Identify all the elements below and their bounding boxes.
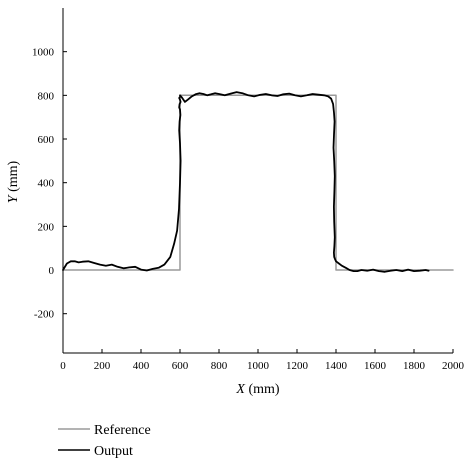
y-tick-label: 1000 [32, 47, 55, 59]
series-line-output [62, 91, 430, 273]
x-tick-label: 1400 [325, 360, 348, 372]
legend-item-reference: Reference [58, 423, 151, 438]
legend-item-output: Output [58, 444, 133, 459]
x-tick-label: 600 [172, 360, 189, 372]
x-tick-label: 400 [133, 360, 150, 372]
x-tick-label: 1600 [364, 360, 387, 372]
plot-area: 0 200 400 600 800 1000 1200 1400 1600 1800 2000 -2… [32, 8, 465, 372]
y-tick-label: 400 [38, 178, 55, 190]
y-tick-label: -200 [34, 309, 55, 321]
series-layer [62, 91, 454, 273]
x-axis-title: X (mm) [235, 382, 280, 397]
x-tick-label: 1000 [247, 360, 270, 372]
x-tick-label: 800 [211, 360, 228, 372]
x-tick-label: 0 [60, 360, 66, 372]
legend-label-reference: Reference [94, 423, 151, 438]
x-tick-label: 1800 [403, 360, 426, 372]
series-line-reference [62, 94, 454, 271]
x-tick-label: 200 [94, 360, 111, 372]
legend: Reference Output [58, 423, 151, 459]
x-tick-label: 2000 [442, 360, 465, 372]
y-axis-var: Y [6, 193, 21, 203]
y-tick-label: 800 [38, 90, 55, 102]
y-tick-label: 200 [38, 221, 55, 233]
x-axis-var: X [235, 382, 245, 397]
y-tick-label: 0 [49, 265, 55, 277]
y-tick-label: 600 [38, 134, 55, 146]
x-ticks: 0 200 400 600 800 1000 1200 1400 1600 1800 2000 [60, 349, 465, 372]
legend-label-output: Output [94, 444, 133, 459]
x-axis-unit: (mm) [245, 382, 280, 397]
x-tick-label: 1200 [286, 360, 309, 372]
y-ticks: -200 0 200 400 600 800 1000 [32, 47, 67, 321]
y-axis-unit: (mm) [6, 160, 21, 195]
y-axis-title: Y (mm) [6, 160, 21, 203]
